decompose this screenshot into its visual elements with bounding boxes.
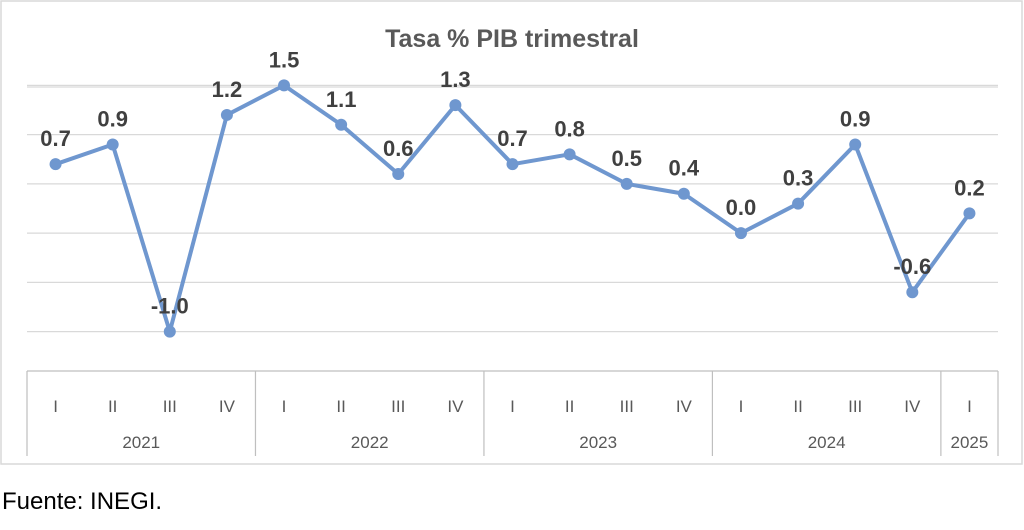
data-point — [449, 99, 462, 112]
series-line — [49, 79, 976, 338]
data-point — [963, 207, 976, 220]
data-point — [163, 325, 176, 338]
group-label: 2021 — [122, 433, 160, 452]
grid-lines — [27, 84, 998, 333]
data-point — [392, 168, 405, 181]
category-tick-label: I — [967, 397, 972, 416]
group-label: 2023 — [579, 433, 617, 452]
data-point — [506, 158, 519, 171]
category-tick-label: I — [510, 397, 515, 416]
category-tick-label: IV — [676, 397, 693, 416]
data-point — [278, 79, 291, 92]
category-tick-label: III — [620, 397, 634, 416]
group-label: 2025 — [951, 433, 989, 452]
category-tick-label: II — [565, 397, 574, 416]
data-label: 0.5 — [611, 146, 642, 171]
chart-svg: Tasa % PIB trimestral 2021 2022 2023 2024 20… — [0, 0, 1023, 465]
data-point — [849, 138, 862, 151]
data-labels: 0.7 0.9 -1.0 1.2 1.5 1.1 0.6 1.3 0.7 0.8 0.5 0.4 0.0… — [40, 47, 984, 318]
data-point — [906, 286, 919, 299]
data-point — [792, 197, 805, 210]
data-label: 0.7 — [497, 126, 528, 151]
data-label: -0.6 — [893, 254, 931, 279]
data-point — [734, 227, 747, 240]
data-point — [106, 138, 119, 151]
category-tick-label: III — [163, 397, 177, 416]
group-label: 2024 — [808, 433, 846, 452]
data-label: 1.5 — [269, 47, 300, 72]
category-tick-label: III — [848, 397, 862, 416]
category-tick-label: II — [336, 397, 345, 416]
data-label: 0.0 — [726, 195, 757, 220]
data-label: 0.3 — [783, 166, 814, 191]
category-tick-label: II — [108, 397, 117, 416]
data-label: 0.2 — [954, 175, 985, 200]
data-label: 1.2 — [212, 77, 243, 102]
data-point — [49, 158, 62, 171]
data-point — [220, 108, 233, 121]
data-label: 0.6 — [383, 136, 414, 161]
category-tick-label: III — [391, 397, 405, 416]
data-label: 0.4 — [669, 156, 700, 181]
data-point — [563, 148, 576, 161]
group-label: 2022 — [351, 433, 389, 452]
data-label: 1.1 — [326, 87, 357, 112]
data-point — [620, 177, 633, 190]
category-tick-label: II — [793, 397, 802, 416]
category-tick-label: IV — [219, 397, 236, 416]
data-label: 0.9 — [97, 106, 128, 131]
category-tick-label: IV — [904, 397, 921, 416]
category-tick-label: I — [739, 397, 744, 416]
data-point — [335, 118, 348, 131]
data-label: 0.9 — [840, 106, 871, 131]
chart-border — [0, 0, 1023, 465]
category-tick-label: IV — [447, 397, 464, 416]
category-tick-label: I — [282, 397, 287, 416]
source-note: Fuente: INEGI. — [2, 488, 163, 515]
category-tick-label: I — [53, 397, 58, 416]
data-label: 0.8 — [554, 116, 585, 141]
chart-title: Tasa % PIB trimestral — [385, 25, 639, 53]
data-point — [677, 187, 690, 200]
data-label: 0.7 — [40, 126, 71, 151]
chart-frame: Tasa % PIB trimestral 2021 2022 2023 2024 20… — [0, 0, 1023, 465]
data-label: 1.3 — [440, 67, 471, 92]
data-label: -1.0 — [151, 294, 189, 319]
